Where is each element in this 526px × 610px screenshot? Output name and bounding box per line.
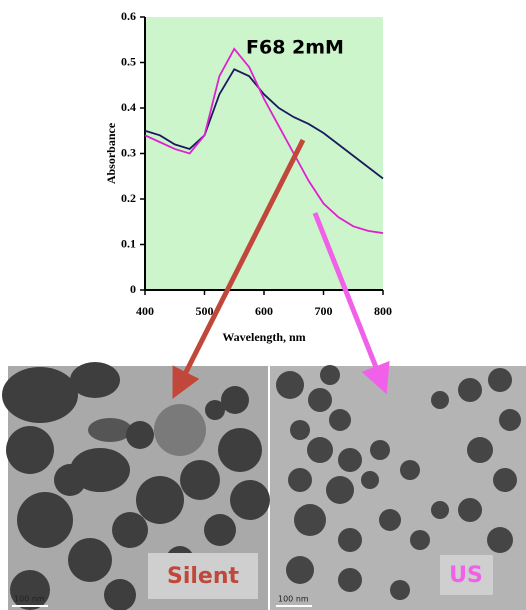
y-tick-label: 0 bbox=[130, 282, 136, 296]
image-label: US bbox=[449, 563, 483, 588]
scale-label: 100 nm bbox=[14, 595, 45, 604]
x-tick-label: 500 bbox=[196, 304, 214, 318]
y-tick-label: 0.5 bbox=[121, 54, 136, 68]
figure: 0 0.1 0.2 0.3 0.4 0.5 0.6 400 500 600 700 800 F68 2m… bbox=[0, 0, 526, 610]
image-label: Silent bbox=[167, 564, 240, 589]
y-tick-label: 0.3 bbox=[121, 145, 136, 159]
x-tick-label: 600 bbox=[255, 304, 273, 318]
y-tick-label: 0.2 bbox=[121, 191, 136, 205]
y-axis-label: Absorbance bbox=[104, 122, 118, 184]
x-tick-label: 800 bbox=[374, 304, 392, 318]
y-tick-label: 0.4 bbox=[121, 100, 136, 114]
y-tick-label: 0.6 bbox=[121, 9, 136, 23]
x-axis-label: Wavelength, nm bbox=[222, 330, 305, 344]
x-tick-label: 700 bbox=[315, 304, 333, 318]
page: 0 0.1 0.2 0.3 0.4 0.5 0.6 400 500 600 700 800 F68 2m… bbox=[0, 0, 526, 610]
scale-label: 100 nm bbox=[278, 595, 309, 604]
y-tick-label: 0.1 bbox=[121, 236, 136, 250]
annotation: F68 2mM bbox=[246, 37, 344, 59]
x-tick-label: 400 bbox=[136, 304, 154, 318]
